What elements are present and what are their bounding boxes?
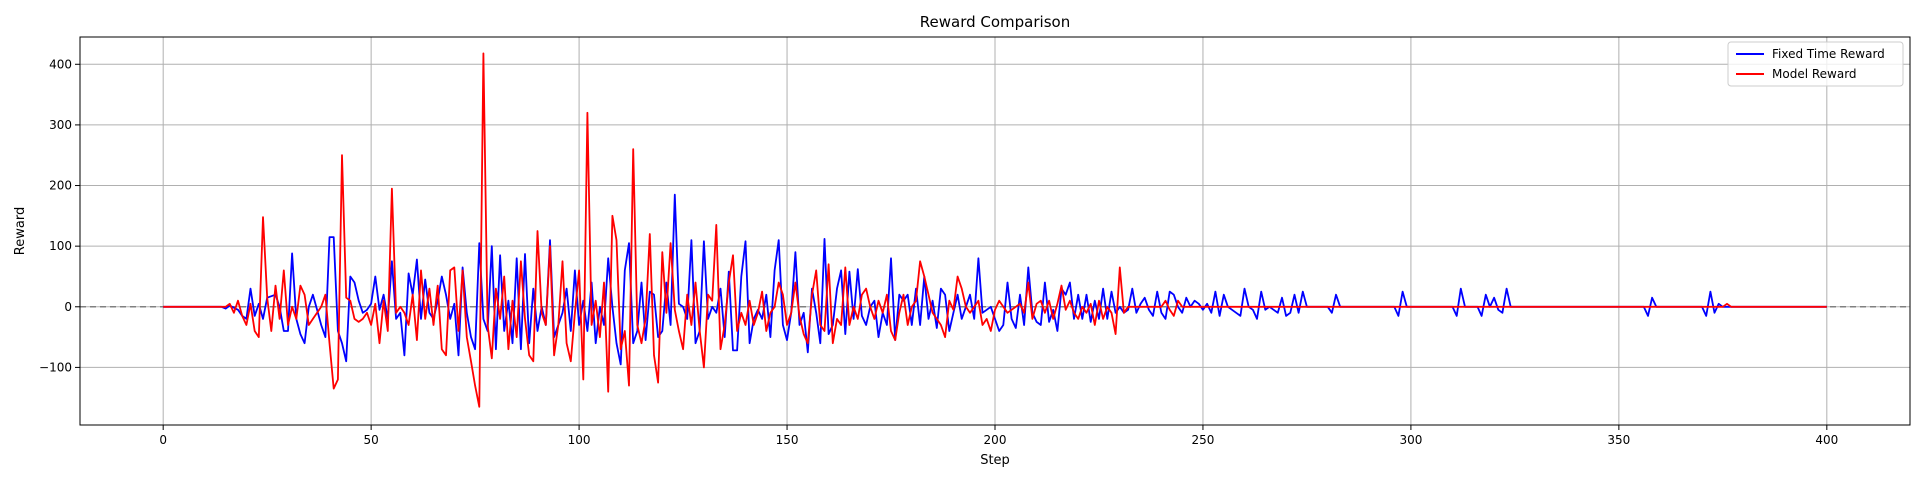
x-tick-label: 50 bbox=[363, 433, 378, 447]
y-tick-label: −100 bbox=[39, 360, 72, 374]
y-tick-label: 200 bbox=[49, 179, 72, 193]
y-tick-label: 0 bbox=[64, 300, 72, 314]
y-tick-label: 300 bbox=[49, 118, 72, 132]
y-tick-label: 100 bbox=[49, 239, 72, 253]
legend-box bbox=[1727, 41, 1904, 87]
series-line-model-reward bbox=[163, 52, 1827, 408]
x-axis-label: Step bbox=[980, 453, 1010, 468]
ticks: 0 50 100 150 200 250 300 350 400 −100 0 100 200 300 40… bbox=[39, 57, 1838, 447]
y-axis-label: Reward bbox=[13, 207, 28, 255]
series-layer bbox=[163, 52, 1827, 408]
legend-label-fixed-time-reward: Fixed Time Reward bbox=[1772, 47, 1885, 61]
x-tick-label: 300 bbox=[1399, 433, 1422, 447]
x-tick-label: 200 bbox=[984, 433, 1007, 447]
x-tick-label: 150 bbox=[776, 433, 799, 447]
x-tick-label: 0 bbox=[159, 433, 167, 447]
x-tick-label: 400 bbox=[1815, 433, 1838, 447]
chart-title: Reward Comparison bbox=[920, 13, 1070, 31]
x-tick-label: 350 bbox=[1607, 433, 1630, 447]
y-tick-label: 400 bbox=[49, 57, 72, 71]
legend-label-model-reward: Model Reward bbox=[1772, 67, 1857, 81]
x-tick-label: 100 bbox=[568, 433, 591, 447]
legend: Fixed Time Reward Model Reward bbox=[1727, 41, 1904, 87]
x-tick-label: 250 bbox=[1192, 433, 1215, 447]
